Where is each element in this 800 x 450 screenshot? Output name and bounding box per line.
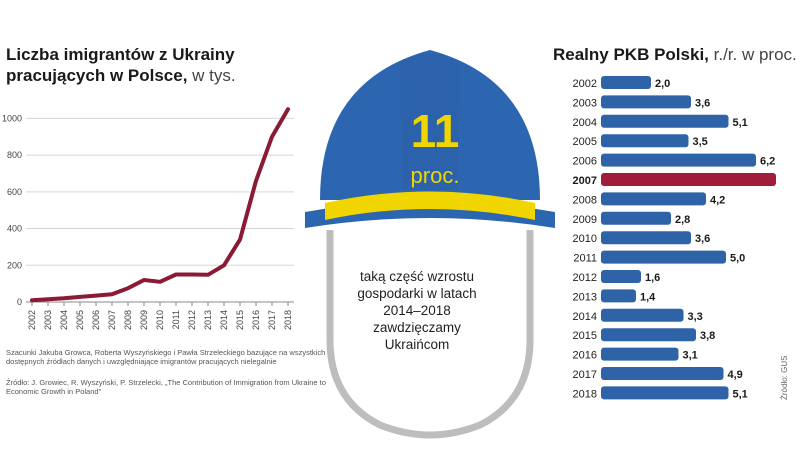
bar-value-label: 5,1 — [733, 117, 748, 129]
bar-value-label: 3,8 — [700, 330, 715, 342]
gdp-bar — [601, 114, 729, 128]
bar-value-label: 2,8 — [675, 214, 690, 226]
right-chart-title: Realny PKB Polski, r./r. w proc. — [553, 44, 800, 65]
y-tick-label: 400 — [7, 224, 22, 234]
face-outline — [326, 230, 534, 439]
x-tick-label: 2011 — [171, 310, 181, 329]
x-tick-label: 2014 — [219, 310, 229, 330]
gdp-bar — [601, 308, 684, 322]
gdp-bar — [601, 76, 651, 89]
bar-category-label: 2012 — [573, 272, 597, 284]
bar-category-label: 2018 — [573, 388, 597, 400]
y-tick-label: 0 — [17, 297, 22, 307]
bar-category-label: 2014 — [573, 311, 597, 323]
gdp-bar — [601, 153, 756, 167]
bar-category-label: 2002 — [573, 78, 597, 90]
y-tick-label: 200 — [7, 260, 22, 270]
bar-value-label: 2,0 — [655, 78, 670, 90]
bar-value-label: 4,2 — [710, 194, 725, 206]
y-tick-label: 1000 — [2, 113, 22, 123]
gdp-bar — [601, 328, 696, 342]
x-tick-label: 2003 — [43, 310, 53, 330]
x-tick-label: 2005 — [75, 310, 85, 330]
bar-value-label: 5,1 — [733, 388, 748, 400]
x-tick-label: 2013 — [203, 310, 213, 330]
gdp-bar — [601, 270, 641, 283]
y-tick-label: 800 — [7, 150, 22, 160]
x-tick-label: 2009 — [139, 310, 149, 330]
y-tick-label: 600 — [7, 187, 22, 197]
line-chart-grid — [26, 117, 294, 303]
x-tick-label: 2002 — [27, 310, 37, 330]
gdp-bar-chart: 20022,020033,620045,120053,520066,220077… — [573, 76, 776, 400]
left-chart-note: Szacunki Jakuba Growca, Roberta Wyszyńsk… — [6, 348, 326, 366]
x-tick-label: 2015 — [235, 310, 245, 330]
bar-category-label: 2006 — [573, 156, 597, 168]
bar-value-label: 3,6 — [695, 233, 710, 245]
x-tick-label: 2018 — [283, 310, 293, 330]
right-chart-source: Źródło: GUS — [780, 355, 789, 400]
bar-category-label: 2008 — [573, 194, 597, 206]
left-chart-title-text: Liczba imigrantów z Ukrainy pracujących … — [6, 45, 235, 85]
left-chart-title: Liczba imigrantów z Ukrainy pracujących … — [6, 44, 306, 86]
gdp-bar — [601, 95, 691, 109]
line-chart-y-ticks: 0 200 400 600 800 1000 — [2, 113, 22, 307]
helmet-graphic — [305, 50, 555, 439]
right-chart-unit: r./r. w proc. — [713, 45, 797, 64]
bar-category-label: 2004 — [573, 117, 597, 129]
bar-category-label: 2003 — [573, 97, 597, 109]
bar-category-label: 2016 — [573, 350, 597, 362]
gdp-bar — [601, 347, 679, 361]
bar-category-label: 2005 — [573, 136, 597, 148]
gdp-bar — [601, 289, 636, 303]
bar-category-label: 2009 — [573, 214, 597, 226]
x-tick-label: 2016 — [251, 310, 261, 330]
gdp-bar — [601, 367, 724, 380]
left-chart-source: Źródło: J. Growiec, R. Wyszyński, P. Str… — [6, 378, 326, 396]
x-tick-label: 2010 — [155, 310, 165, 330]
helmet-caption: taką część wzrostu gospodarki w latach 2… — [357, 269, 477, 352]
helmet-percentage-value: 11 — [410, 105, 460, 157]
bar-value-label: 5,0 — [730, 253, 745, 265]
bar-value-label: 3,1 — [683, 350, 698, 362]
bar-value-label: 4,9 — [728, 369, 743, 381]
gdp-bar — [601, 211, 671, 225]
x-tick-label: 2017 — [267, 310, 277, 330]
bar-value-label: 1,4 — [640, 291, 656, 303]
helmet-percentage-unit: proc. — [410, 163, 460, 188]
x-tick-label: 2006 — [91, 310, 101, 330]
gdp-bar — [601, 134, 689, 148]
bar-category-label: 2007 — [573, 175, 597, 187]
gdp-bar — [601, 231, 691, 245]
bar-value-label: 6,2 — [760, 156, 775, 168]
left-chart-unit: w tys. — [192, 66, 236, 85]
bar-category-label: 2013 — [573, 291, 597, 303]
right-chart-title-text: Realny PKB Polski, — [553, 45, 709, 64]
gdp-bar — [601, 192, 706, 206]
gdp-bar — [601, 386, 729, 400]
x-tick-label: 2004 — [59, 310, 69, 330]
bar-category-label: 2015 — [573, 330, 597, 342]
bar-category-label: 2011 — [573, 253, 597, 265]
gdp-bar — [601, 173, 776, 186]
bar-value-label: 3,6 — [695, 97, 710, 109]
bar-value-label: 1,6 — [645, 272, 660, 284]
bar-category-label: 2010 — [573, 233, 597, 245]
helmet-ridge — [400, 54, 460, 190]
line-chart-x-ticks: 2002 2003 2004 2005 2006 2007 2008 2009 2010 2011… — [27, 302, 293, 330]
helmet-band — [325, 191, 535, 220]
x-tick-label: 2012 — [187, 310, 197, 330]
bar-value-label: 3,3 — [688, 311, 703, 323]
x-tick-label: 2007 — [107, 310, 117, 330]
bar-category-label: 2017 — [573, 369, 597, 381]
bar-value-label: 3,5 — [693, 136, 708, 148]
immigrants-series-line — [30, 107, 290, 303]
gdp-bar — [601, 250, 726, 264]
x-tick-label: 2008 — [123, 310, 133, 330]
